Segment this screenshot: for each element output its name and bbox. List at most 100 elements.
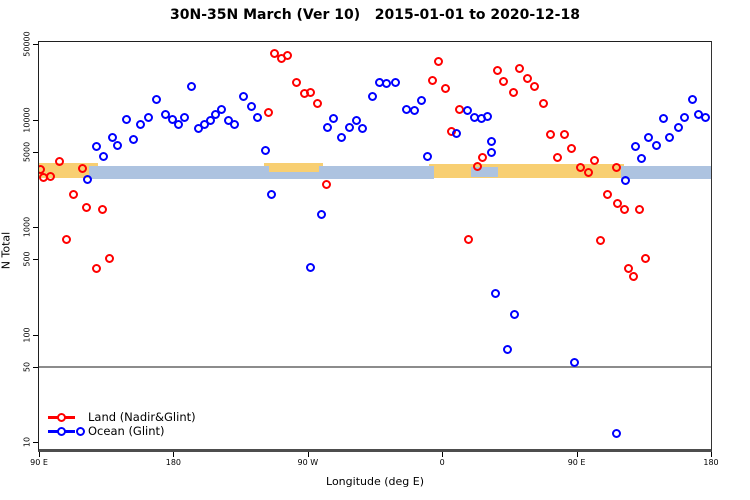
data-point-land bbox=[523, 73, 533, 83]
data-point-ocean bbox=[76, 426, 86, 436]
y-axis-tick-label: 500 bbox=[22, 251, 32, 267]
data-point-land bbox=[428, 75, 438, 85]
data-point-ocean bbox=[701, 112, 711, 122]
data-point-ocean bbox=[382, 79, 392, 89]
data-point-ocean bbox=[637, 154, 647, 164]
y-axis-tick bbox=[33, 119, 38, 121]
y-axis-tick-label: 10000 bbox=[22, 106, 32, 133]
data-point-land bbox=[46, 172, 56, 182]
data-point-ocean bbox=[570, 357, 580, 367]
data-point-ocean bbox=[487, 137, 497, 147]
data-point-ocean bbox=[113, 140, 123, 150]
data-point-ocean bbox=[161, 109, 171, 119]
data-point-ocean bbox=[510, 309, 520, 319]
y-axis-tick bbox=[33, 227, 38, 228]
y-axis-tick bbox=[33, 151, 38, 153]
data-point-ocean bbox=[129, 134, 139, 144]
chart-title: 30N-35N March (Ver 10) 2015-01-01 to 202… bbox=[170, 7, 580, 23]
data-point-land bbox=[515, 63, 525, 73]
data-point-ocean bbox=[224, 115, 234, 125]
ocean-band-segment bbox=[319, 166, 434, 179]
x-axis-tick bbox=[442, 452, 444, 457]
data-point-land bbox=[553, 153, 563, 163]
data-point-ocean bbox=[452, 128, 462, 138]
data-point-ocean bbox=[239, 92, 249, 102]
ocean-band-segment bbox=[263, 171, 324, 179]
data-point-ocean bbox=[323, 122, 333, 132]
data-point-land bbox=[321, 180, 331, 190]
data-point-ocean bbox=[122, 114, 132, 124]
data-point-ocean bbox=[329, 113, 339, 123]
y-axis-tick-label: 50000 bbox=[22, 31, 32, 58]
data-point-ocean bbox=[200, 120, 210, 130]
data-point-land bbox=[77, 164, 87, 174]
data-point-ocean bbox=[665, 133, 675, 143]
ocean-band-segment bbox=[620, 166, 711, 179]
data-point-ocean bbox=[358, 124, 368, 134]
data-point-ocean bbox=[187, 82, 197, 92]
y-axis-tick bbox=[33, 366, 38, 368]
y-axis-tick bbox=[33, 334, 38, 336]
y-axis-tick-label: 1000 bbox=[22, 216, 32, 238]
data-point-ocean bbox=[368, 92, 378, 102]
data-point-land bbox=[560, 130, 570, 140]
data-point-ocean bbox=[674, 122, 684, 132]
plot-area: Land (Nadir&Glint) Ocean (Glint) bbox=[38, 41, 712, 452]
y-axis-label: N Total bbox=[0, 231, 13, 270]
x-axis-tick-label: 90 W bbox=[297, 458, 319, 467]
y-axis-tick-label: 50 bbox=[22, 361, 32, 372]
data-point-ocean bbox=[351, 115, 361, 125]
data-point-ocean bbox=[417, 96, 427, 106]
data-point-land bbox=[590, 155, 600, 165]
data-point-land bbox=[62, 235, 72, 245]
ocean-band-segment bbox=[470, 167, 498, 177]
data-point-land bbox=[509, 88, 519, 98]
land-band-segment bbox=[263, 162, 324, 172]
data-point-land bbox=[499, 76, 509, 86]
data-point-ocean bbox=[631, 142, 641, 152]
data-point-land bbox=[91, 264, 101, 274]
data-point-ocean bbox=[211, 109, 221, 119]
data-point-land bbox=[54, 157, 64, 167]
x-axis-tick bbox=[39, 452, 40, 457]
data-point-ocean bbox=[108, 133, 118, 143]
data-point-land bbox=[624, 264, 634, 274]
data-point-land bbox=[433, 57, 443, 67]
x-axis-tick bbox=[576, 452, 578, 457]
legend-label-ocean: Ocean (Glint) bbox=[88, 424, 165, 438]
data-point-land bbox=[611, 162, 621, 172]
land-series-marker-icon bbox=[48, 412, 75, 422]
data-point-ocean bbox=[483, 111, 493, 121]
data-point-ocean bbox=[644, 133, 654, 143]
data-point-ocean bbox=[337, 132, 347, 142]
y-axis-tick-label: 10 bbox=[22, 436, 32, 448]
data-point-ocean bbox=[306, 263, 316, 273]
data-point-land bbox=[567, 143, 577, 153]
data-point-land bbox=[620, 204, 630, 214]
data-point-land bbox=[104, 254, 114, 264]
legend: Land (Nadir&Glint) Ocean (Glint) bbox=[48, 410, 196, 438]
data-point-ocean bbox=[659, 113, 669, 123]
data-point-land bbox=[283, 50, 293, 60]
data-point-land bbox=[596, 235, 606, 245]
data-point-ocean bbox=[99, 152, 109, 162]
x-axis-tick-label: 90 E bbox=[567, 458, 586, 467]
data-point-ocean bbox=[194, 124, 204, 134]
x-axis-tick bbox=[173, 452, 175, 457]
data-point-land bbox=[635, 204, 645, 214]
data-point-land bbox=[603, 190, 613, 200]
land-band-segment bbox=[428, 163, 624, 178]
data-point-ocean bbox=[206, 115, 216, 125]
data-point-ocean bbox=[345, 122, 355, 132]
data-point-ocean bbox=[487, 148, 497, 158]
data-point-land bbox=[82, 202, 92, 212]
data-point-ocean bbox=[391, 78, 401, 88]
data-point-land bbox=[530, 82, 540, 92]
y-axis-tick bbox=[33, 442, 38, 443]
data-point-ocean bbox=[491, 288, 501, 298]
data-point-land bbox=[493, 66, 503, 76]
data-point-ocean bbox=[410, 106, 420, 116]
data-point-ocean bbox=[173, 120, 183, 130]
data-point-ocean bbox=[83, 175, 93, 185]
